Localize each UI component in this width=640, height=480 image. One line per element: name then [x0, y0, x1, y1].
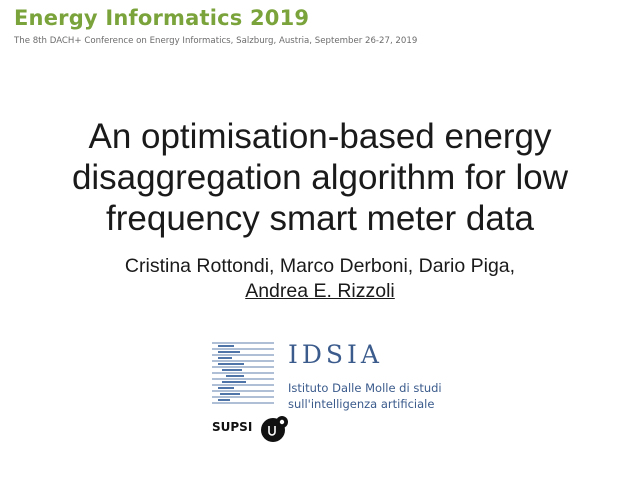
- authors-line: Cristina Rottondi, Marco Derboni, Dario …: [124, 255, 516, 277]
- slide-title-line-1: An optimisation-based energy: [88, 117, 552, 156]
- institution-logos: IDSIA Istituto Dalle Molle di studi sull…: [208, 340, 468, 450]
- slide-title: An optimisation-based energy disaggregat…: [40, 116, 600, 239]
- idsia-description-line-2: sull'intelligenza artificiale: [288, 397, 435, 411]
- conference-subtitle: The 8th DACH+ Conference on Energy Infor…: [14, 36, 418, 46]
- presenter-name: Andrea E. Rizzoli: [245, 280, 395, 302]
- idsia-logo-description: Istituto Dalle Molle di studi sull'intel…: [288, 380, 442, 412]
- usi-logo-icon: [261, 416, 288, 442]
- idsia-logo-icon: [212, 342, 274, 404]
- authors: Cristina Rottondi, Marco Derboni, Dario …: [60, 254, 580, 304]
- slide-title-line-2: disaggregation algorithm for low: [71, 158, 569, 197]
- idsia-logo-name: IDSIA: [288, 340, 383, 369]
- idsia-description-line-1: Istituto Dalle Molle di studi: [288, 381, 442, 395]
- supsi-logo-name: SUPSI: [212, 420, 253, 434]
- conference-title: Energy Informatics 2019: [14, 6, 310, 30]
- slide-title-line-3: frequency smart meter data: [106, 199, 534, 238]
